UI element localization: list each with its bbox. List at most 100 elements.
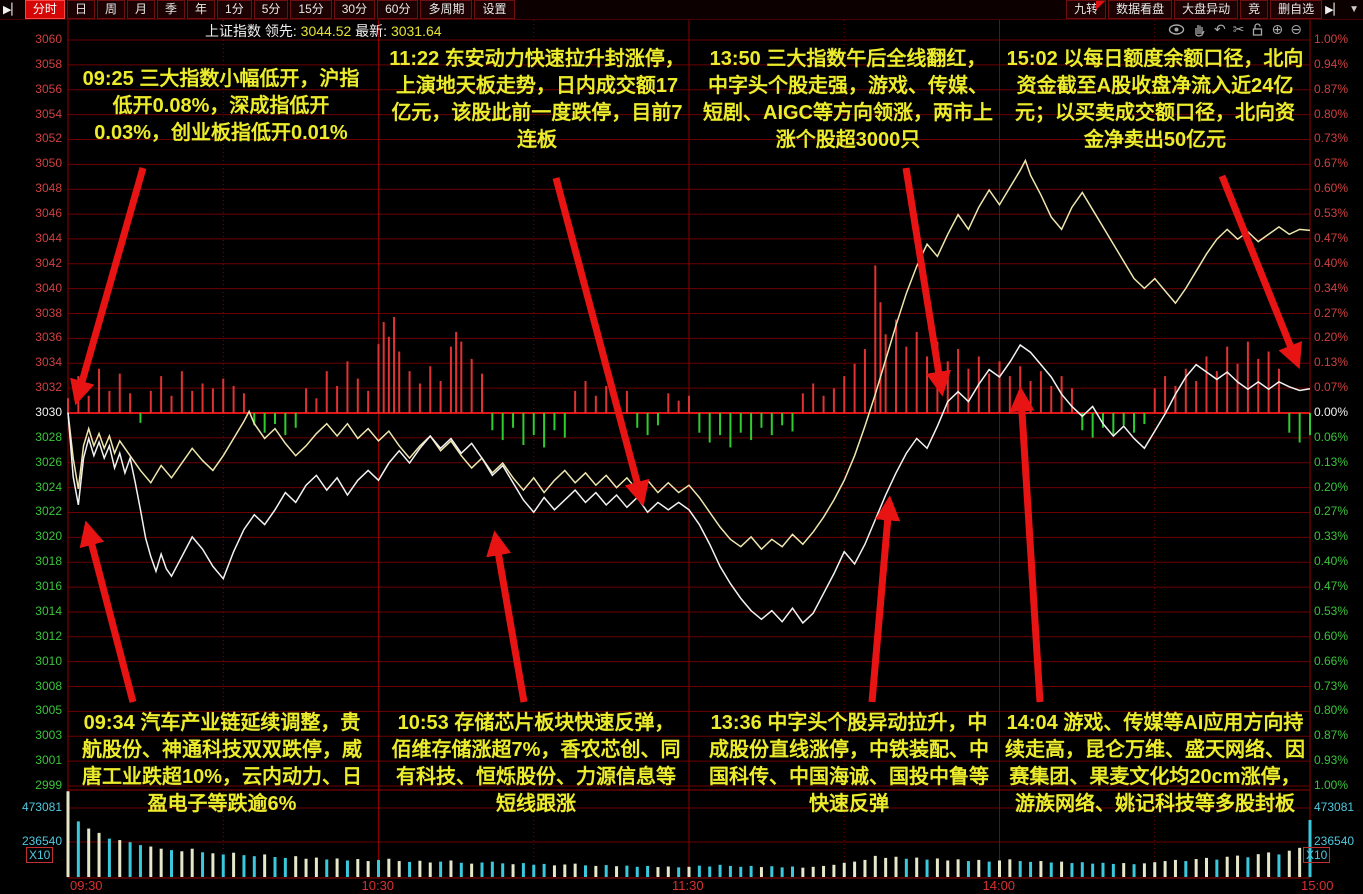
- percent-axis-label: 0.13%: [1314, 454, 1349, 469]
- price-axis-label: 3032: [35, 380, 62, 395]
- chevron-down-icon[interactable]: ▼: [1349, 4, 1359, 15]
- hand-icon[interactable]: [1192, 22, 1207, 37]
- latest-label: 最新:: [355, 23, 388, 39]
- percent-axis-label: 0.93%: [1314, 753, 1349, 768]
- price-axis-label: 3022: [35, 504, 62, 519]
- volume-axis-label-left: 236540: [21, 834, 62, 848]
- leading-value: 3044.52: [300, 23, 352, 39]
- percent-axis-label: 1.00%: [1314, 32, 1349, 46]
- percent-axis-label: 0.27%: [1314, 305, 1349, 320]
- chart-tool-icons: ↶ ✂ ⊕ ⊖: [1168, 22, 1302, 37]
- time-axis-label: 11:30: [672, 878, 704, 893]
- tab-day[interactable]: 日: [66, 0, 95, 19]
- price-axis-label: 3040: [35, 280, 62, 295]
- percent-axis-label: 0.20%: [1314, 330, 1349, 345]
- price-axis-label: 3012: [35, 628, 62, 643]
- annotation-1122-dongan: 11:22 东安动力快速拉升封涨停，上演地天板走势，日内成交额17亿元，该股此前…: [389, 48, 685, 151]
- volume-axis-label-left: 473081: [21, 800, 62, 814]
- tab-60min[interactable]: 60分: [377, 0, 419, 19]
- tab-year[interactable]: 年: [187, 0, 216, 19]
- zoom-in-icon[interactable]: ⊕: [1271, 21, 1284, 37]
- price-axis-label: 3028: [35, 429, 62, 444]
- percent-axis-label: 0.27%: [1314, 504, 1349, 519]
- period-tabs: ▶▏ 分时 日 周 月 季 年 1分 5分 15分 30分 60分 多周期 设置: [0, 0, 515, 19]
- tab-multi-period[interactable]: 多周期: [420, 0, 473, 19]
- tab-week[interactable]: 周: [96, 0, 125, 19]
- percent-axis-label: 0.73%: [1314, 678, 1349, 693]
- tab-quarter[interactable]: 季: [156, 0, 185, 19]
- price-axis-label: 3036: [35, 330, 62, 345]
- percent-axis-label: 0.80%: [1314, 703, 1349, 718]
- btn-auction[interactable]: 竞: [1240, 0, 1269, 19]
- price-axis-label: 3014: [35, 603, 62, 618]
- percent-axis-label: 0.20%: [1314, 479, 1349, 494]
- percent-axis-label: 0.33%: [1314, 529, 1349, 544]
- index-name: 上证指数: [205, 23, 261, 39]
- percent-axis-label: 0.73%: [1314, 131, 1349, 146]
- annotation-1336-soe: 13:36 中字头个股异动拉升，中成股份直线涨停，中铁装配、中国科传、中国海诚、…: [709, 712, 989, 815]
- percent-axis-label: 0.47%: [1314, 230, 1349, 245]
- zoom-out-icon[interactable]: ⊖: [1290, 21, 1302, 37]
- toolbar-right-buttons: 九转 数据看盘 大盘异动 竞 删自选 ▶▏ ▼: [1064, 0, 1363, 19]
- price-axis-label: 3044: [35, 230, 62, 245]
- alert-flag-icon: [1096, 1, 1105, 10]
- leading-label: 领先:: [264, 23, 297, 39]
- price-axis-label: 2999: [35, 778, 62, 792]
- price-axis-label: 3008: [35, 678, 62, 693]
- tab-5min[interactable]: 5分: [253, 0, 289, 19]
- btn-data-watch[interactable]: 数据看盘: [1108, 0, 1173, 19]
- scissors-icon[interactable]: ✂: [1232, 21, 1245, 37]
- price-axis-label: 3003: [35, 728, 62, 743]
- price-axis-label: 3046: [35, 206, 62, 221]
- percent-axis-label: 0.47%: [1314, 579, 1349, 594]
- percent-axis-label: 0.87%: [1314, 81, 1349, 96]
- annotation-1404-ai-media: 14:04 游戏、传媒等AI应用方向持续走高，昆仑万维、盛天网络、因赛集团、果麦…: [1005, 712, 1305, 815]
- btn-market-moves[interactable]: 大盘异动: [1174, 0, 1239, 19]
- price-axis-label: 3005: [35, 703, 62, 718]
- tab-15min[interactable]: 15分: [290, 0, 332, 19]
- tab-month[interactable]: 月: [126, 0, 155, 19]
- percent-axis-label: 0.80%: [1314, 106, 1349, 121]
- expand-panel-icon[interactable]: ▶▏: [1325, 4, 1343, 16]
- time-axis-label: 09:30: [70, 878, 103, 893]
- price-axis-label: 3060: [35, 32, 62, 46]
- tab-fenshi[interactable]: 分时: [24, 0, 65, 19]
- percent-axis-label: 0.67%: [1314, 156, 1349, 171]
- price-axis-label: 3024: [35, 479, 62, 494]
- price-axis-label: 3026: [35, 454, 62, 469]
- volume-axis-label-right: 236540: [1314, 834, 1355, 848]
- tab-1min[interactable]: 1分: [217, 0, 252, 19]
- percent-axis-label: 0.87%: [1314, 728, 1349, 743]
- period-toolbar: ▶▏ 分时 日 周 月 季 年 1分 5分 15分 30分 60分 多周期 设置…: [0, 0, 1363, 20]
- price-axis-label: 3020: [35, 529, 62, 544]
- undo-icon[interactable]: ↶: [1214, 21, 1226, 37]
- lock-icon[interactable]: [1251, 22, 1264, 37]
- price-axis-label: 3001: [35, 753, 62, 768]
- price-axis-label: 3058: [35, 56, 62, 71]
- leading-line: [67, 158, 1311, 551]
- volume-multiplier-left: X10: [26, 847, 54, 863]
- percent-axis-label: 0.06%: [1314, 429, 1349, 444]
- price-axis-label: 3038: [35, 305, 62, 320]
- percent-axis-label: 0.13%: [1314, 355, 1349, 370]
- collapse-panel-icon[interactable]: ▶▏: [3, 4, 20, 16]
- btn-del-favorite[interactable]: 删自选: [1270, 0, 1323, 19]
- annotation-0925-open: 09:25 三大指数小幅低开，沪指低开0.08%，深成指低开0.03%，创业板指…: [82, 68, 360, 144]
- percent-axis-label: 0.53%: [1314, 603, 1349, 618]
- percent-axis-label: 1.00%: [1314, 778, 1349, 792]
- tab-30min[interactable]: 30分: [333, 0, 376, 19]
- eye-icon[interactable]: [1168, 22, 1185, 37]
- annotation-0934-auto: 09:34 汽车产业链延续调整，贵航股份、神通科技双双跌停，威唐工业跌超10%，…: [81, 712, 363, 815]
- annotation-1350-rebound: 13:50 三大指数午后全线翻红，中字头个股走强，游戏、传媒、短剧、AIGC等方…: [703, 48, 993, 151]
- price-axis-label: 3010: [35, 653, 62, 668]
- time-axis-label: 14:00: [982, 878, 1016, 893]
- percent-axis-label: 0.40%: [1314, 255, 1349, 270]
- price-axis-label: 3054: [35, 106, 62, 121]
- annotation-1053-storage: 10:53 存储芯片板块快速反弹，佰维存储涨超7%，香农芯创、同有科技、恒烁股份…: [391, 712, 681, 815]
- annotation-1502-northbound: 15:02 以每日额度余额口径，北向资金截至A股收盘净流入近24亿元；以买卖成交…: [1006, 48, 1304, 151]
- price-axis-label: 3056: [35, 81, 62, 96]
- price-axis-label: 3030: [35, 405, 62, 419]
- price-axis-label: 3016: [35, 579, 62, 594]
- tab-settings[interactable]: 设置: [474, 0, 515, 19]
